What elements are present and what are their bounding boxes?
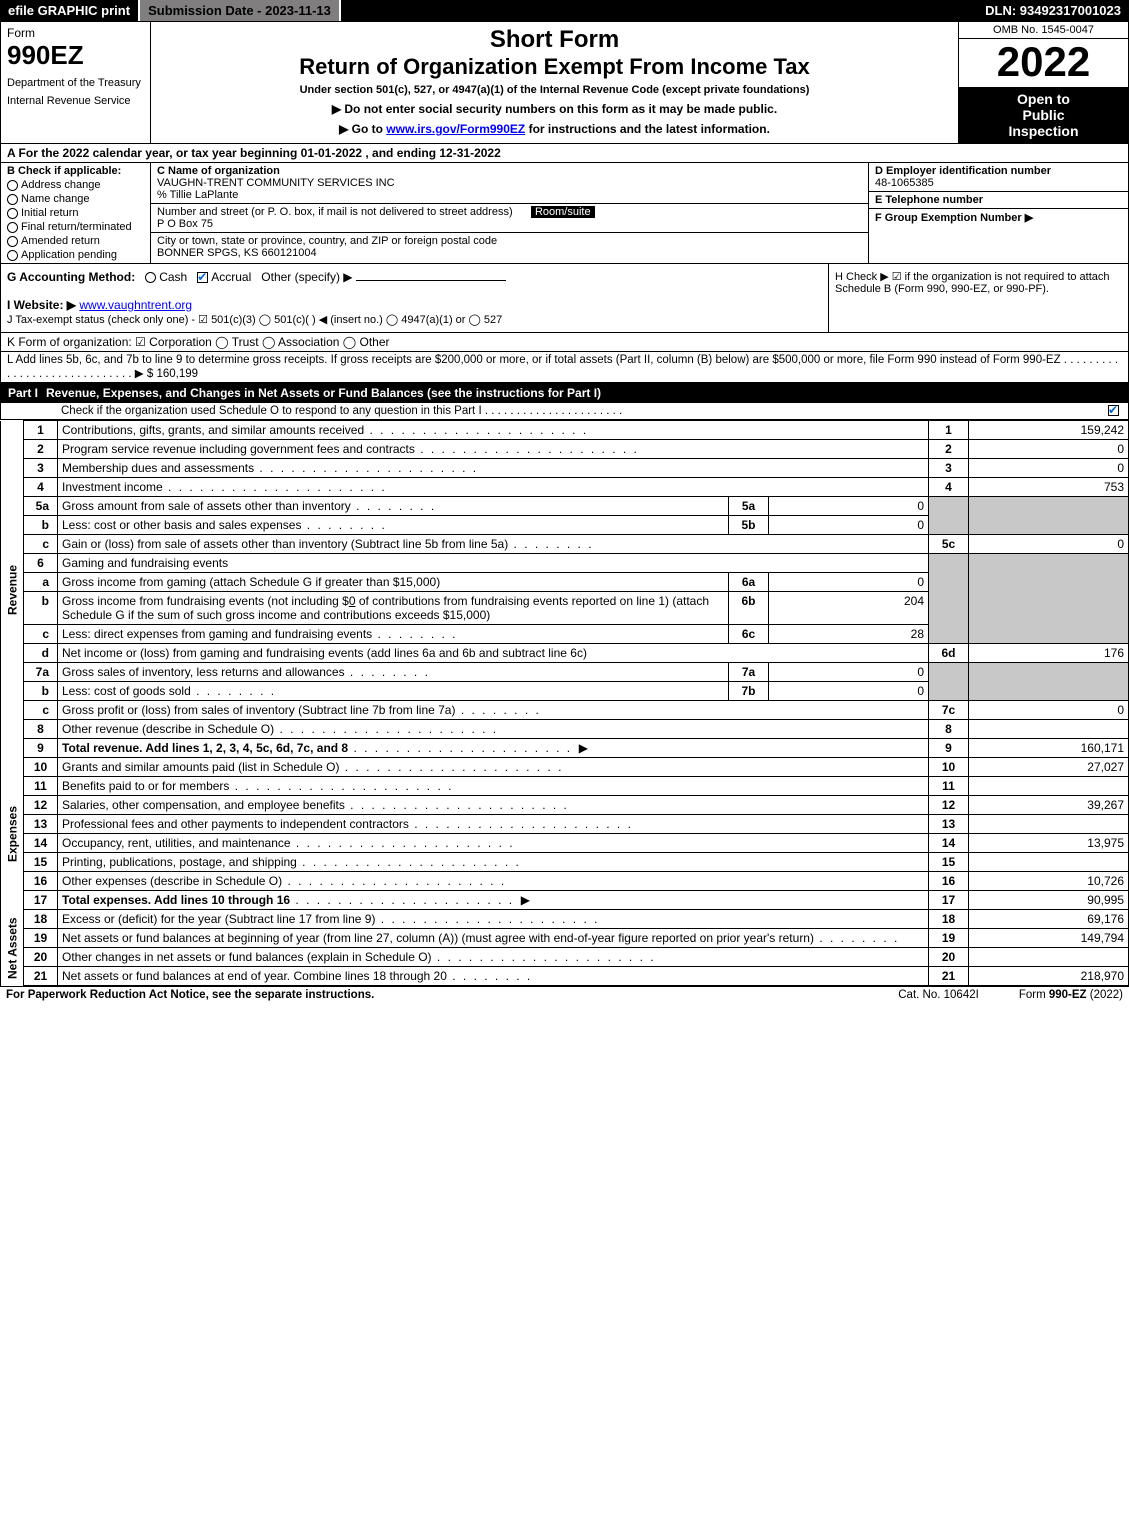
col-b-label: B Check if applicable:: [7, 165, 144, 177]
line-18-val: 69,176: [969, 910, 1129, 929]
line-10-val: 27,027: [969, 758, 1129, 777]
line-5a-sub: 0: [769, 497, 929, 516]
top-bar: efile GRAPHIC print Submission Date - 20…: [0, 0, 1129, 21]
form-title: Return of Organization Exempt From Incom…: [157, 54, 952, 80]
row-l-gross-receipts: L Add lines 5b, 6c, and 7b to line 9 to …: [0, 352, 1129, 383]
chk-amended-return[interactable]: Amended return: [7, 235, 144, 247]
line-9-val: 160,171: [969, 739, 1129, 758]
line-16-val: 10,726: [969, 872, 1129, 891]
part-i-header: Part I Revenue, Expenses, and Changes in…: [0, 383, 1129, 403]
line-13-val: [969, 815, 1129, 834]
row-h-schedule-b: H Check ▶ ☑ if the organization is not r…: [828, 264, 1128, 332]
row-k-org-form: K Form of organization: ☑ Corporation ◯ …: [0, 333, 1129, 352]
row-i-website-label: I Website: ▶: [7, 298, 76, 312]
dept-treasury: Department of the Treasury: [7, 77, 144, 89]
org-name: VAUGHN-TRENT COMMUNITY SERVICES INC: [157, 177, 395, 189]
row-j-tax-exempt: J Tax-exempt status (check only one) - ☑…: [7, 314, 502, 326]
form-header: Form 990EZ Department of the Treasury In…: [0, 21, 1129, 144]
f-group-label: F Group Exemption Number ▶: [875, 212, 1033, 224]
city-value: BONNER SPGS, KS 660121004: [157, 247, 317, 259]
line-6a-sub: 0: [769, 573, 929, 592]
dln: DLN: 93492317001023: [977, 0, 1129, 21]
open-to-public: Open to Public Inspection: [959, 87, 1128, 143]
line-7a-sub: 0: [769, 663, 929, 682]
line-7c-val: 0: [969, 701, 1129, 720]
expenses-side-label: Expenses: [1, 758, 24, 910]
section-gh: G Accounting Method: Cash Accrual Other …: [0, 264, 1129, 333]
tax-year: 2022: [959, 39, 1128, 87]
radio-cash[interactable]: [145, 272, 156, 283]
line-6c-sub: 28: [769, 625, 929, 644]
irs-link[interactable]: www.irs.gov/Form990EZ: [386, 122, 525, 136]
short-form-label: Short Form: [157, 26, 952, 54]
page-footer: For Paperwork Reduction Act Notice, see …: [0, 986, 1129, 1003]
col-def: D Employer identification number 48-1065…: [868, 163, 1128, 263]
line-15-val: [969, 853, 1129, 872]
e-phone-label: E Telephone number: [875, 194, 983, 206]
chk-accrual[interactable]: [197, 272, 208, 283]
line-5b-sub: 0: [769, 516, 929, 535]
chk-final-return[interactable]: Final return/terminated: [7, 221, 144, 233]
line-20-val: [969, 948, 1129, 967]
line-17-val: 90,995: [969, 891, 1129, 910]
submission-date: Submission Date - 2023-11-13: [140, 0, 341, 21]
line-5c-val: 0: [969, 535, 1129, 554]
line-6b-sub: 204: [769, 592, 929, 625]
city-label: City or town, state or province, country…: [157, 235, 497, 247]
street-value: P O Box 75: [157, 218, 213, 230]
care-of: % Tillie LaPlante: [157, 189, 238, 201]
part-i-subtitle: Check if the organization used Schedule …: [0, 403, 1129, 420]
row-g-accounting: G Accounting Method: Cash Accrual Other …: [1, 264, 828, 332]
chk-application-pending[interactable]: Application pending: [7, 249, 144, 261]
chk-name-change[interactable]: Name change: [7, 193, 144, 205]
website-link[interactable]: www.vaughntrent.org: [79, 298, 192, 312]
chk-schedule-o-part-i[interactable]: [1108, 405, 1119, 416]
d-ein-label: D Employer identification number: [875, 165, 1051, 177]
under-section: Under section 501(c), 527, or 4947(a)(1)…: [157, 84, 952, 96]
efile-label: efile GRAPHIC print: [0, 0, 140, 21]
line-6d-val: 176: [969, 644, 1129, 663]
form-edition: Form 990-EZ (2022): [1019, 989, 1123, 1001]
c-name-label: C Name of organization: [157, 165, 280, 177]
line-1-val: 159,242: [969, 421, 1129, 440]
line-8-val: [969, 720, 1129, 739]
catalog-number: Cat. No. 10642I: [898, 989, 979, 1001]
line-19-val: 149,794: [969, 929, 1129, 948]
form-number: 990EZ: [7, 40, 144, 71]
paperwork-notice: For Paperwork Reduction Act Notice, see …: [6, 989, 374, 1001]
line-7b-sub: 0: [769, 682, 929, 701]
revenue-side-label: Revenue: [1, 421, 24, 758]
section-bcd: B Check if applicable: Address change Na…: [0, 163, 1129, 264]
part-i-table: Revenue 1 Contributions, gifts, grants, …: [0, 420, 1129, 986]
line-21-val: 218,970: [969, 967, 1129, 986]
line-2-val: 0: [969, 440, 1129, 459]
line-12-val: 39,267: [969, 796, 1129, 815]
street-label: Number and street (or P. O. box, if mail…: [157, 206, 513, 218]
header-right: OMB No. 1545-0047 2022 Open to Public In…: [958, 22, 1128, 143]
goto-instructions: ▶ Go to www.irs.gov/Form990EZ for instru…: [157, 122, 952, 136]
chk-initial-return[interactable]: Initial return: [7, 207, 144, 219]
gross-receipts-value: 160,199: [156, 368, 198, 380]
col-b-checkboxes: B Check if applicable: Address change Na…: [1, 163, 151, 263]
line-14-val: 13,975: [969, 834, 1129, 853]
ssn-warning: ▶ Do not enter social security numbers o…: [157, 102, 952, 116]
header-center: Short Form Return of Organization Exempt…: [151, 22, 958, 143]
omb-number: OMB No. 1545-0047: [959, 22, 1128, 39]
dept-irs: Internal Revenue Service: [7, 95, 144, 107]
line-3-val: 0: [969, 459, 1129, 478]
chk-address-change[interactable]: Address change: [7, 179, 144, 191]
form-word: Form: [7, 26, 144, 40]
part-i-title: Revenue, Expenses, and Changes in Net As…: [46, 386, 601, 400]
header-left: Form 990EZ Department of the Treasury In…: [1, 22, 151, 143]
netassets-side-label: Net Assets: [1, 910, 24, 986]
line-11-val: [969, 777, 1129, 796]
d-ein-value: 48-1065385: [875, 177, 934, 189]
line-4-val: 753: [969, 478, 1129, 497]
row-a-tax-year: A For the 2022 calendar year, or tax yea…: [0, 144, 1129, 163]
room-label: Room/suite: [531, 206, 595, 218]
col-c-org-info: C Name of organization VAUGHN-TRENT COMM…: [151, 163, 868, 263]
